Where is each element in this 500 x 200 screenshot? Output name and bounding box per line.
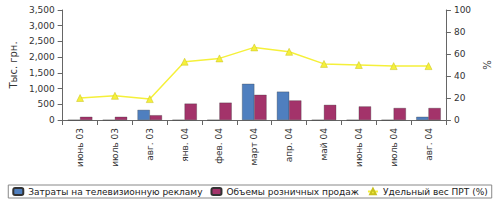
svg-text:3,000: 3,000 <box>29 21 55 31</box>
svg-text:авг. 04: авг. 04 <box>424 128 434 161</box>
svg-text:май 04: май 04 <box>319 128 329 161</box>
svg-text:500: 500 <box>37 99 54 109</box>
svg-text:янв. 04: янв. 04 <box>180 128 190 162</box>
svg-text:Объемы розничных продаж: Объемы розничных продаж <box>226 187 358 197</box>
svg-text:2,000: 2,000 <box>29 52 55 62</box>
svg-text:июнь 04: июнь 04 <box>354 128 364 167</box>
svg-text:%: % <box>482 60 493 70</box>
svg-text:Затраты на телевизионную рекла: Затраты на телевизионную рекламу <box>28 187 203 197</box>
svg-text:80: 80 <box>454 27 466 37</box>
svg-text:Удельный вес ПРТ (%): Удельный вес ПРТ (%) <box>383 187 488 197</box>
svg-text:июль 03: июль 03 <box>110 128 120 167</box>
svg-text:0: 0 <box>49 115 55 125</box>
svg-text:3,500: 3,500 <box>29 5 55 15</box>
svg-text:фев. 04: фев. 04 <box>214 128 224 164</box>
svg-text:60: 60 <box>454 49 466 59</box>
svg-text:0: 0 <box>454 115 460 125</box>
svg-text:июнь 03: июнь 03 <box>75 128 85 167</box>
svg-text:март 04: март 04 <box>249 128 259 166</box>
svg-text:20: 20 <box>454 93 466 103</box>
svg-text:40: 40 <box>454 71 466 81</box>
svg-text:Тыс. грн.: Тыс. грн. <box>8 41 19 89</box>
svg-text:2,500: 2,500 <box>29 36 55 46</box>
svg-text:апр. 04: апр. 04 <box>284 128 294 163</box>
svg-text:100: 100 <box>454 5 471 15</box>
svg-text:авг. 03: авг. 03 <box>145 128 155 161</box>
svg-text:1,500: 1,500 <box>29 68 55 78</box>
svg-text:июль 04: июль 04 <box>389 128 399 167</box>
svg-text:1,000: 1,000 <box>29 84 55 94</box>
